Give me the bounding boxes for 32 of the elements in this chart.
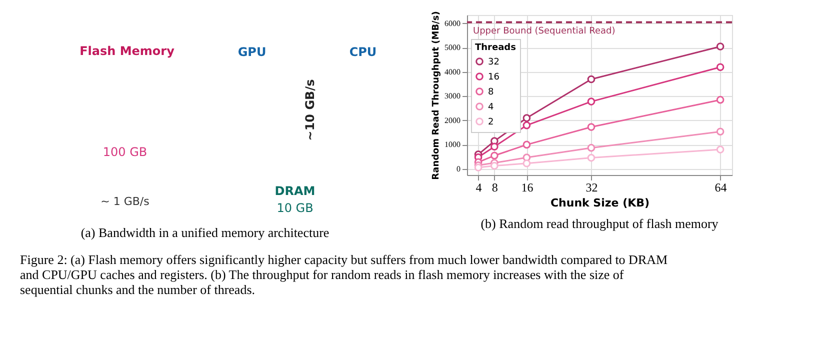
legend-label: 4 — [488, 102, 494, 112]
text: GPU — [238, 45, 266, 59]
legend-title: Threads — [475, 43, 516, 53]
x-tick-label: 64 — [714, 180, 727, 194]
y-tick-label: 5000 — [444, 43, 460, 52]
ref-line-label: Upper Bound (Sequential Read) — [473, 26, 616, 36]
legend-label: 8 — [488, 88, 494, 98]
x-tick-label: 4 — [476, 180, 482, 194]
x-tick-label: 32 — [586, 180, 598, 194]
y-tick-label: 0 — [456, 164, 460, 174]
legend-label: 16 — [488, 72, 500, 82]
text: ~ 1 GB/s — [100, 195, 150, 208]
y-tick-label: 4000 — [444, 67, 460, 76]
y-tick-label: 2000 — [444, 116, 460, 125]
text: ~10 GB/s — [303, 79, 317, 141]
y-tick-label: 3000 — [444, 92, 460, 101]
legend-label: 32 — [488, 58, 500, 68]
y-axis-title: Random Read Throughput (MB/s) — [432, 11, 442, 180]
legend-label: 2 — [488, 118, 494, 128]
text: Flash Memory — [80, 44, 175, 58]
caption: Figure 2: (a) Flash memory offers significantly higher capacity but suffers from much lower bandwidth compared to DRAM and CPU/GPU caches and registers. (b) The throughput for random reads in flash memory increases with the size of sequential chunks and the number of threads. — [20, 252, 668, 297]
text: 10 GB — [276, 201, 314, 215]
text: 100 GB — [102, 145, 148, 159]
y-tick-label: 6000 — [444, 18, 460, 28]
x-tick-label: 8 — [492, 180, 498, 194]
text: (b) Random read throughput of flash memory — [480, 216, 719, 231]
text: CPU — [349, 45, 377, 59]
y-tick-label: 1000 — [444, 140, 460, 150]
x-axis-title: Chunk Size (KB) — [550, 196, 650, 210]
text: DRAM — [274, 184, 316, 198]
x-tick-label: 16 — [521, 180, 534, 194]
text: (a) Bandwidth in a unified memory architecture — [80, 225, 330, 240]
